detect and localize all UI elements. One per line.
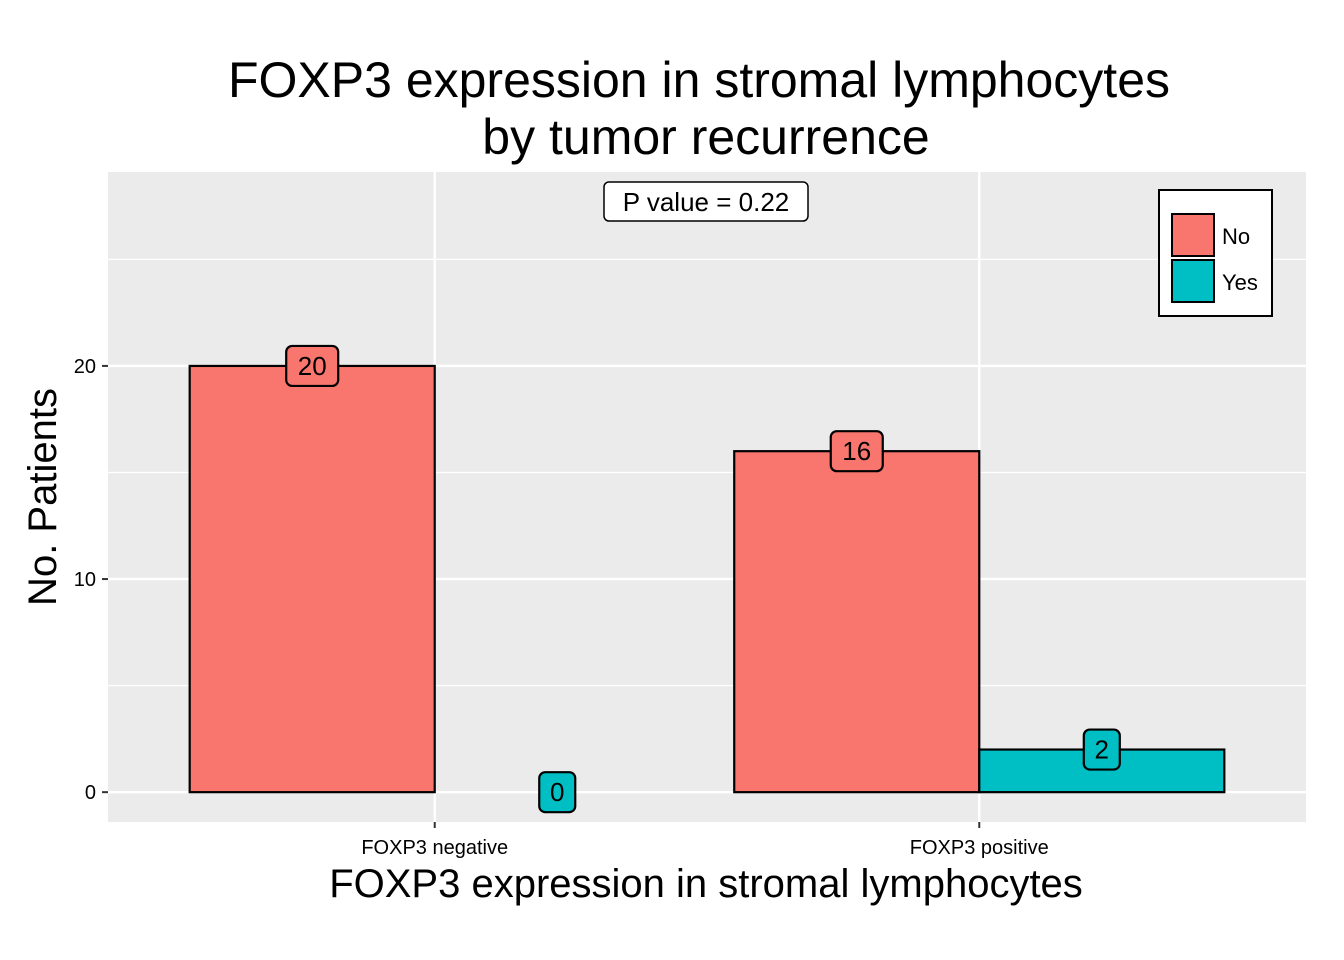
data-label-foxp3-positive-no: 16 <box>842 436 871 466</box>
data-label-foxp3-negative-no: 20 <box>298 351 327 381</box>
data-label-box-foxp3-positive-yes <box>1082 728 1121 771</box>
legend-key-yes <box>1171 259 1215 303</box>
y-axis-title: No. Patients <box>21 388 65 606</box>
p-value-box <box>603 181 809 222</box>
bar-foxp3-positive-no <box>733 450 981 794</box>
x-tick-label-foxp3-negative: FOXP3 negative <box>361 837 508 859</box>
legend-key-no <box>1171 213 1215 257</box>
y-tick-label: 0 <box>85 782 96 804</box>
chart-title-line-2: by tumor recurrence <box>482 109 929 165</box>
legend: No Yes <box>1158 189 1273 317</box>
y-axis: 0 10 20 <box>74 356 108 804</box>
bar-foxp3-negative-no <box>188 364 436 794</box>
x-axis-title: FOXP3 expression in stromal lymphocytes <box>329 862 1083 906</box>
chart-title-line-1: FOXP3 expression in stromal lymphocytes <box>228 52 1170 108</box>
p-value-annotation: P value = 0.22 <box>603 181 809 222</box>
bars <box>188 364 1226 794</box>
data-label-box-foxp3-negative-no <box>285 344 340 388</box>
legend-label-no: No <box>1222 224 1250 249</box>
data-labels: 20 0 16 2 <box>285 344 1121 814</box>
p-value-text: P value = 0.22 <box>623 187 790 217</box>
data-label-box-foxp3-negative-yes <box>538 771 577 814</box>
data-label-box-foxp3-positive-no <box>829 430 884 473</box>
x-axis: FOXP3 negative FOXP3 positive <box>361 822 1049 859</box>
y-tick-label: 20 <box>74 356 96 378</box>
data-label-foxp3-negative-yes: 0 <box>550 777 564 807</box>
y-tick-label: 10 <box>74 569 96 591</box>
data-label-foxp3-positive-yes: 2 <box>1095 735 1109 765</box>
legend-label-yes: Yes <box>1222 270 1258 295</box>
x-tick-label-foxp3-positive: FOXP3 positive <box>910 837 1049 859</box>
